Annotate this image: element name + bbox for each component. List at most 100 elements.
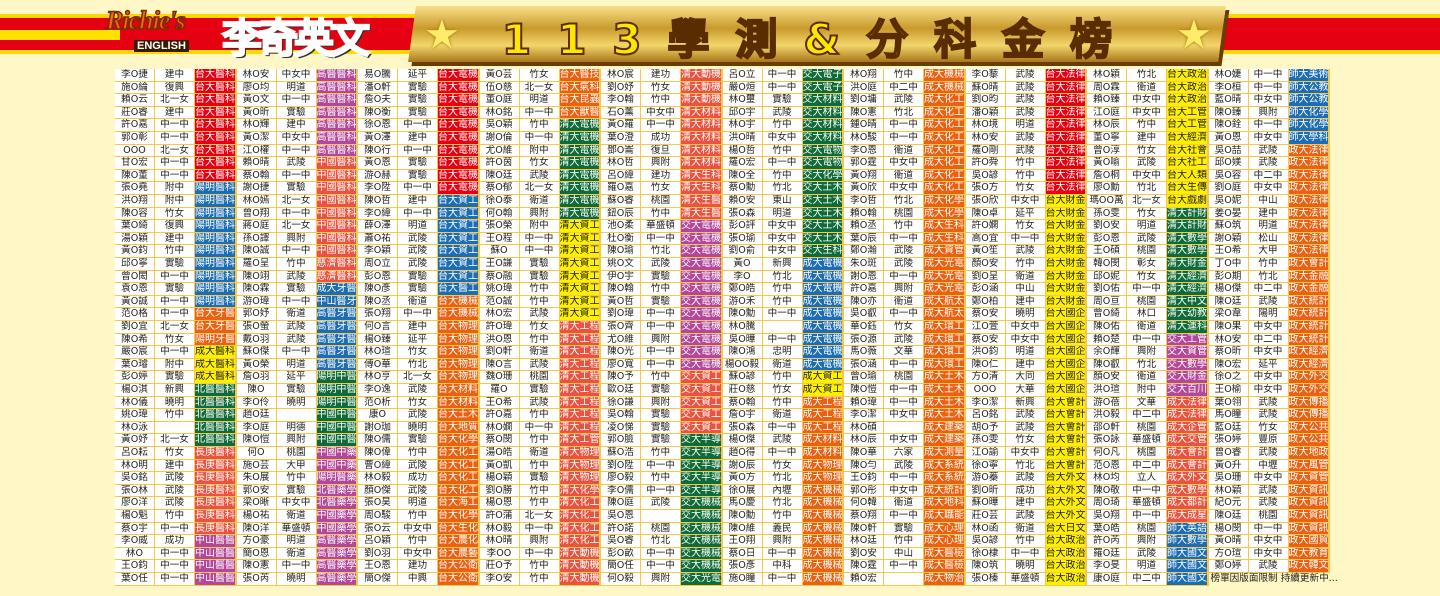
table-row: 張O森 中一中 成大工程	[722, 421, 844, 435]
table-row: 林O辰 中女中 成大建築	[844, 434, 966, 447]
department-badge: 成大土木	[924, 409, 966, 422]
department-badge: 清大資工	[559, 295, 601, 309]
school-name: 武陵	[884, 333, 924, 347]
student-name: 廖O洋	[115, 497, 155, 510]
student-name: 吳O喆	[1208, 144, 1249, 158]
department-badge: 清大化工	[559, 535, 601, 548]
department-badge: 台大日文	[1045, 522, 1087, 536]
student-name: 顏O安	[965, 258, 1006, 271]
table-row: 周O駿 竹中 台大化學	[358, 510, 480, 523]
student-name: 陳O容	[115, 207, 155, 221]
department-badge: 台大電機	[438, 169, 480, 183]
school-name: 武陵	[1248, 447, 1289, 460]
department-badge: 成大醫檢	[924, 560, 966, 573]
department-badge: 政大國貿	[1288, 535, 1330, 548]
school-name: 竹北	[884, 195, 924, 208]
table-row: 陳O董 中一中 台大醫科	[115, 169, 237, 183]
table-row: 何O言 建中 台大物理	[358, 321, 480, 334]
student-name: 鍾O晴	[844, 119, 884, 132]
department-badge: 成大土木	[924, 396, 966, 410]
school-name: 成功	[641, 132, 681, 145]
school-name: 中女中	[884, 157, 924, 170]
student-name: 潘O軒	[358, 81, 398, 95]
table-row: 楊O淇 新興 北醫醫科	[115, 384, 237, 397]
student-name: 黃O喻	[1087, 157, 1127, 170]
student-name: 華O鈺	[844, 321, 884, 334]
school-name: 中女中	[641, 106, 681, 120]
department-badge: 交大機械	[681, 510, 723, 523]
table-row: 謝O辰 竹女 成大物理	[722, 459, 844, 473]
department-badge: 成大資工	[802, 371, 844, 384]
table-row: 張O方 竹女 台大法律	[965, 182, 1087, 195]
department-badge: 台大會計	[1045, 421, 1087, 435]
department-badge: 成大化學	[924, 207, 966, 221]
table-row: 李O哲 竹北 成大化學	[844, 195, 966, 208]
student-name: 江O權	[236, 144, 277, 158]
department-badge: 清大電機	[559, 144, 601, 158]
table-row: 曾O睿 武陵 政大地政	[1208, 447, 1330, 460]
student-name: 賴O瑋	[844, 396, 884, 410]
school-name: 興附	[519, 207, 560, 221]
school-name: 北一女	[398, 371, 438, 384]
department-badge: 成大電機	[802, 283, 844, 296]
department-badge: 高醫藥學	[316, 547, 358, 561]
school-name: 延平	[398, 69, 438, 82]
table-row: 曾O翔 中一中 中國醫科	[236, 207, 358, 221]
student-name: 陳O卓	[965, 207, 1006, 221]
school-name: 中一中	[155, 132, 195, 145]
student-name: 陳O希	[115, 333, 155, 347]
table-row: 徐O泰 衛道 清大電機	[479, 195, 601, 208]
department-badge: 台大醫科	[195, 157, 237, 170]
department-badge: 長庚醫科	[195, 484, 237, 498]
department-badge: 台大農藝	[438, 547, 480, 561]
school-name: 竹中	[641, 447, 681, 460]
school-name: 成功	[398, 472, 438, 485]
student-name: 邱O媄	[1208, 157, 1249, 170]
school-name: 中一中	[276, 295, 317, 309]
table-row: 孫O譯 興附 中國醫科	[236, 232, 358, 246]
table-row: 李O伶 曉明 陽明中醫	[236, 396, 358, 410]
student-name: 張O芮	[236, 573, 277, 586]
department-badge: 成大地科	[924, 497, 966, 510]
table-row: 袁O恩 實驗 陽明醫科	[115, 283, 237, 296]
table-row: 陳O偉 竹中 台大化工	[358, 447, 480, 460]
student-name: 游O禾	[722, 295, 763, 309]
department-badge: 交大光電	[681, 573, 723, 586]
school-name: 竹女	[1127, 270, 1167, 284]
school-name: 竹女	[762, 459, 803, 473]
department-badge: 台大材料	[438, 396, 480, 410]
table-row: 顏O安 竹中 台大財金	[965, 258, 1087, 271]
table-row: 廖O毅竹中交大半導體	[601, 472, 723, 485]
school-name: 中一中	[519, 547, 560, 561]
student-name: 林O宸	[601, 69, 641, 82]
department-badge: 交大半導體	[681, 447, 723, 460]
school-name: 竹中	[884, 535, 924, 548]
table-row: 吳O珊 中女中 政大資管	[1208, 472, 1330, 485]
school-name: 竹北	[884, 106, 924, 120]
table-row: 洪O恩 竹中 清大工程	[479, 333, 601, 347]
table-row: 潘O穎 武陵 台大法律	[965, 106, 1087, 120]
department-badge: 清大財金	[1167, 258, 1209, 271]
student-name: 袁O恩	[115, 283, 155, 296]
student-name: 徐O之	[1208, 371, 1249, 384]
table-row: 陳O銓 中一中 師大化學	[1208, 119, 1330, 132]
student-name: 莊O芸	[965, 510, 1006, 523]
school-name: 中二中	[1127, 459, 1167, 473]
table-row: 郭O彤 中女中 成大統計	[844, 484, 966, 498]
student-name: 何O言	[358, 321, 398, 334]
table-row: 周O霖 衛道 台大政治	[1087, 81, 1209, 95]
department-badge: 交大電機	[681, 333, 723, 347]
student-name: 王O謙	[479, 258, 520, 271]
table-row: 蔡O翔 中一中 成大職能	[844, 510, 966, 523]
table-row: 劉O庭 中女中 政大法律	[1208, 182, 1330, 195]
student-name: 林O辰	[1087, 119, 1127, 132]
table-row: 許O嘉 興附 成大光電	[844, 283, 966, 296]
department-badge: 台大會計	[1045, 396, 1087, 410]
table-row: 林O瑄 竹女 台大物理	[358, 346, 480, 359]
student-name: 劉O妤	[601, 81, 641, 95]
school-name: 竹女	[519, 321, 560, 334]
table-row: 徐O展 內壢 成大機械	[722, 484, 844, 498]
table-row: 陳O憲 中一中 高醫藥學	[236, 560, 358, 573]
school-name: 武陵	[1127, 157, 1167, 170]
student-name: 許O嘉	[479, 409, 520, 422]
